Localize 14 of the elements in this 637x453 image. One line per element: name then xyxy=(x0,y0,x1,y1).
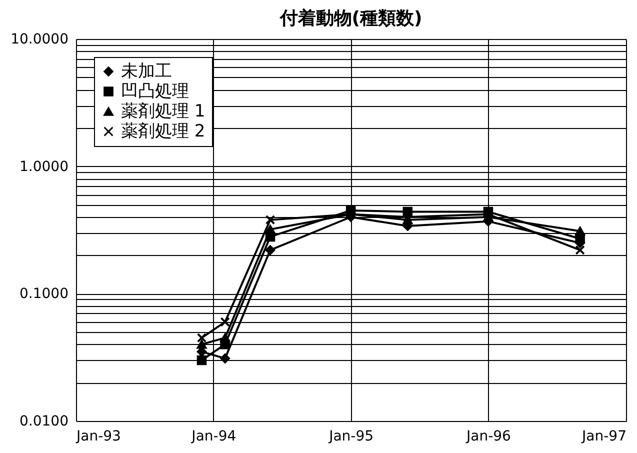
legend-label: 薬剤処理 2 xyxy=(121,122,206,142)
legend-label: 凹凸処理 xyxy=(121,82,189,102)
x-tick-label: Jan-93 xyxy=(76,428,121,444)
x-tick-label: Jan-97 xyxy=(581,428,626,444)
chart-title: 付着動物(種類数) xyxy=(278,8,422,29)
y-tick-label: 1.0000 xyxy=(20,158,68,175)
x-tick-label: Jan-94 xyxy=(190,428,236,444)
y-tick-label: 10.0000 xyxy=(10,32,68,48)
y-tick-label: 0.0100 xyxy=(20,414,68,430)
x-tick-label: Jan-95 xyxy=(328,428,374,444)
legend-label: 未加工 xyxy=(121,62,172,82)
legend-label: 薬剤処理 1 xyxy=(121,102,206,122)
y-tick-label: 0.1000 xyxy=(20,286,68,302)
x-tick-label: Jan-96 xyxy=(465,428,512,444)
